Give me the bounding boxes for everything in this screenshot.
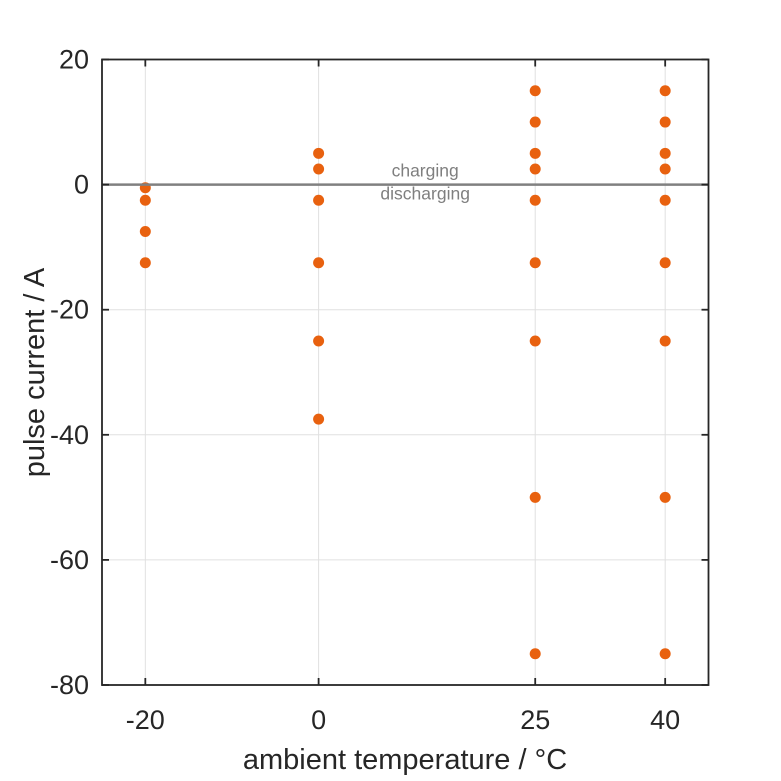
x-axis-title: ambient temperature / °C: [243, 744, 567, 776]
annotation-layer: charging discharging: [380, 161, 470, 204]
data-point: [529, 257, 541, 269]
data-point: [659, 116, 671, 128]
plot-frame: [101, 58, 710, 686]
data-point: [529, 335, 541, 347]
x-tick-label: -20: [126, 705, 165, 735]
x-tick-label: 40: [650, 705, 680, 735]
data-point: [313, 147, 325, 159]
y-tick-label: 0: [74, 170, 89, 200]
y-tick-label: -60: [50, 545, 89, 575]
data-point: [659, 147, 671, 159]
tick-label-layer: -20 0 25 40 20 0 -20 -40 -60 -80: [50, 45, 680, 736]
discharging-label: discharging: [380, 184, 470, 204]
data-point: [659, 257, 671, 269]
data-point: [659, 491, 671, 503]
frame-layer: [101, 58, 710, 686]
x-tick-label: 25: [520, 705, 550, 735]
data-point: [659, 163, 671, 175]
data-point: [313, 257, 325, 269]
data-point: [529, 116, 541, 128]
data-point: [313, 335, 325, 347]
data-point: [659, 648, 671, 660]
data-point: [529, 147, 541, 159]
tick-layer: [102, 58, 709, 686]
data-point: [139, 226, 151, 238]
data-point: [529, 491, 541, 503]
y-tick-label: -20: [50, 295, 89, 325]
data-point: [313, 163, 325, 175]
marker-layer: [139, 85, 671, 660]
data-point: [313, 413, 325, 425]
data-point: [529, 85, 541, 97]
data-point: [529, 163, 541, 175]
data-point: [139, 194, 151, 206]
data-point: [139, 257, 151, 269]
y-tick-label: -80: [50, 670, 89, 700]
data-point: [659, 335, 671, 347]
data-point: [529, 648, 541, 660]
charging-label: charging: [392, 161, 459, 181]
y-tick-label: -40: [50, 420, 89, 450]
y-axis-title: pulse current / A: [19, 267, 51, 477]
grid-layer: [102, 59, 709, 686]
data-point: [659, 85, 671, 97]
data-point: [529, 194, 541, 206]
x-tick-label: 0: [311, 705, 326, 735]
y-tick-label: 20: [59, 45, 89, 75]
data-point: [659, 194, 671, 206]
data-point: [313, 194, 325, 206]
